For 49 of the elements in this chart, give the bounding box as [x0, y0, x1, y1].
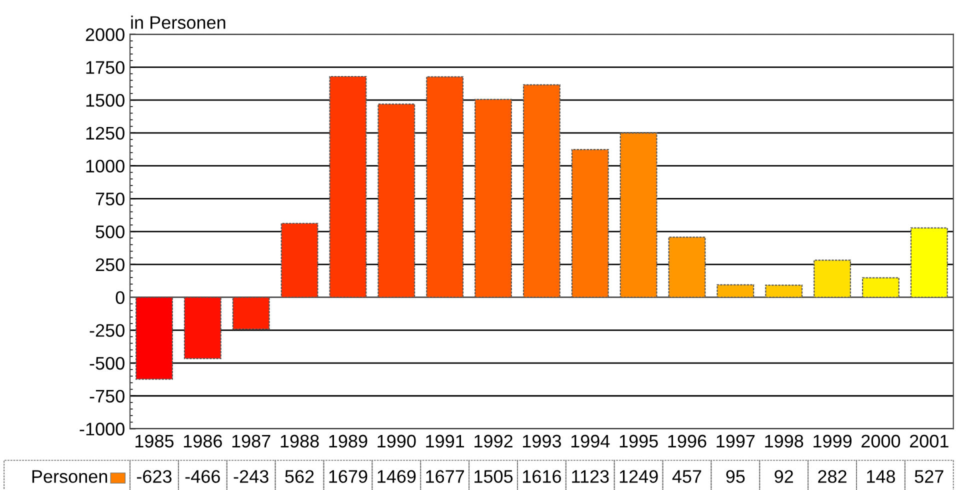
data-label: 148 [867, 470, 895, 483]
data-label: -623 [136, 470, 172, 483]
data-label: 1123 [572, 470, 609, 483]
data-label: 95 [726, 470, 745, 483]
y-tick-label: 2000 [86, 28, 124, 42]
x-tick-label: 1989 [329, 434, 368, 448]
data-label: 562 [285, 470, 314, 483]
y-tick-label: -1000 [80, 422, 124, 436]
x-tick-label: 1986 [184, 434, 222, 448]
x-tick-label: 2001 [910, 434, 948, 448]
data-label: 1249 [620, 470, 658, 483]
data-label: 1616 [522, 470, 561, 483]
y-tick-label: 750 [96, 192, 124, 206]
data-label: 527 [914, 470, 944, 483]
data-label: -466 [185, 470, 220, 483]
x-tick-label: 1988 [280, 434, 319, 448]
data-label: 282 [818, 470, 846, 483]
y-tick-label: 1500 [86, 94, 124, 107]
x-tick-label: 1994 [571, 434, 610, 448]
x-tick-label: 1998 [765, 434, 804, 448]
x-tick-label: 1991 [426, 434, 464, 448]
x-tick-label: 1995 [620, 434, 658, 448]
data-label: 1679 [329, 470, 368, 483]
y-tick-label: 0 [116, 291, 124, 304]
x-tick-label: 2000 [862, 434, 900, 448]
data-label: -243 [234, 470, 268, 483]
x-tick-label: 1987 [232, 434, 270, 448]
data-label: 1469 [378, 470, 416, 483]
x-tick-label: 1992 [474, 434, 512, 448]
y-tick-label: 500 [96, 225, 124, 238]
x-tick-label: 1999 [814, 434, 852, 448]
data-label: 92 [774, 470, 793, 483]
x-tick-label: 1985 [136, 434, 174, 448]
y-tick-label: -750 [90, 390, 124, 403]
legend-label: Personen [32, 470, 108, 483]
data-label: 1505 [474, 470, 513, 483]
y-tick-label: 250 [96, 258, 124, 272]
y-tick-label: 1000 [86, 160, 124, 173]
y-tick-label: 1250 [86, 126, 124, 140]
y-axis-title: in Personen [131, 16, 226, 29]
y-tick-label: -250 [90, 324, 124, 337]
x-tick-label: 1996 [668, 434, 706, 448]
x-tick-label: 1997 [716, 434, 755, 448]
y-tick-label: 1750 [86, 61, 124, 74]
data-label: 1677 [426, 470, 464, 483]
data-label: 457 [672, 470, 702, 483]
x-tick-label: 1990 [378, 434, 416, 448]
y-tick-label: -500 [90, 356, 124, 370]
x-tick-label: 1993 [522, 434, 561, 448]
